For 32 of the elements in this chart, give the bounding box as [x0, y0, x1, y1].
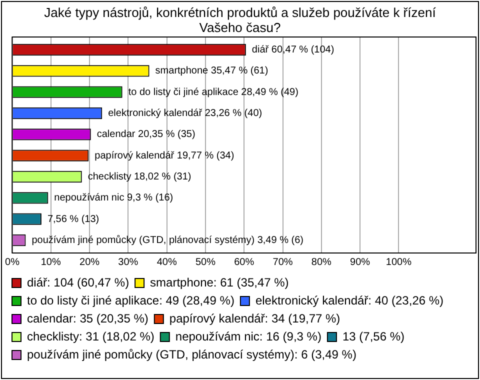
legend-label: diář: 104 (60,47 %) — [27, 275, 130, 290]
x-tick-label: 40% — [156, 256, 177, 268]
x-tick-label: 50% — [195, 256, 216, 268]
legend-label: checklisty: 31 (18,02 %) — [27, 329, 154, 344]
legend-label: smartphone: 61 (35,47 %) — [150, 275, 289, 290]
data-label: calendar 20,35 % (35) — [96, 129, 196, 140]
legend-label: nepoužívám nic: 16 (9,3 %) — [175, 329, 322, 344]
data-label: papírový kalendář 19,77 % (34) — [94, 150, 234, 162]
x-tick-label: 80% — [311, 256, 332, 268]
data-label: checklisty 18,02 % (31) — [88, 172, 192, 182]
x-tick-label: 70% — [272, 256, 293, 268]
legend-label: 13 (7,56 %) — [342, 329, 405, 344]
x-tick-label: 0% — [5, 256, 20, 268]
data-label: to do listy či jiné aplikace 28,49 % (49) — [128, 86, 298, 98]
legend-label: papírový kalendář: 34 (19,77 %) — [169, 311, 340, 326]
data-label: 7,56 % (13) — [47, 214, 100, 225]
legend-label: elektronický kalendář: 40 (23,26 %) — [255, 293, 444, 308]
x-tick-label: 60% — [234, 256, 254, 268]
x-tick-label: 100% — [386, 256, 412, 268]
data-label: diář 60,47 % (104) — [252, 44, 334, 56]
data-label: smartphone 35,47 % (61) — [155, 66, 268, 77]
data-label: elektronický kalendář 23,26 % (40) — [108, 108, 262, 119]
x-tick-label: 30% — [118, 256, 138, 268]
legend-label: používám jiné pomůcky (GTD, plánovací systémy): 6 (3,49 %) — [27, 347, 356, 362]
chart-title: Jaké typy nástrojů, konkrétních produktů a služeb používáte k řízení Vašeho času? — [43, 4, 437, 35]
x-tick-label: 20% — [80, 256, 100, 268]
x-tick-label: 10% — [40, 256, 61, 268]
legend-label: calendar: 35 (20,35 %) — [27, 311, 148, 326]
data-label: nepoužívám nic 9,3 % (16) — [54, 192, 174, 204]
x-tick-label: 90% — [350, 256, 370, 268]
data-label: používám jiné pomůcky (GTD, plánovací systémy) 3,49 % (6) — [32, 234, 304, 246]
legend-label: to do listy či jiné aplikace: 49 (28,49 %) — [27, 293, 234, 308]
